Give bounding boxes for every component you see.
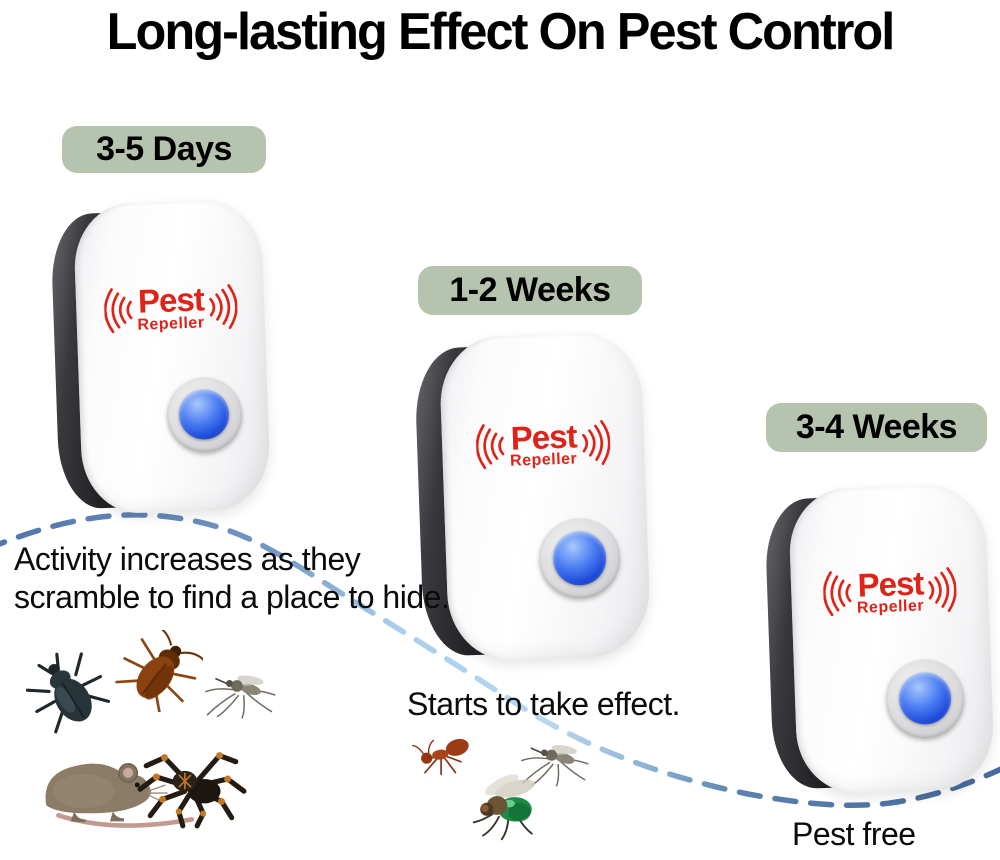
device-face: Pest Repeller: [438, 331, 652, 662]
pest-repeller-logo: Pest Repeller: [441, 415, 645, 474]
mosquito-icon: [202, 660, 277, 722]
tarantula-spider-icon: [136, 728, 248, 830]
logo-text-pest: Pest: [510, 417, 578, 457]
green-bottle-fly-icon: [466, 768, 546, 843]
sound-waves-right-icon: [928, 567, 957, 613]
mosquito-icon: [518, 730, 590, 790]
device-face: Pest Repeller: [72, 198, 272, 515]
sound-waves-left-icon: [823, 571, 852, 617]
stage-2-caption: Starts to take effect.: [407, 686, 681, 722]
sound-waves-left-icon: [476, 424, 505, 470]
page-title: Long-lasting Effect On Pest Control: [106, 3, 896, 61]
sound-waves-right-icon: [581, 420, 611, 466]
pest-repeller-device-3: Pest Repeller: [764, 483, 996, 796]
pest-repeller-logo: Pest Repeller: [791, 562, 989, 621]
led-core: [551, 530, 608, 587]
stage-badge-3-5-days: 3-5 Days: [62, 126, 266, 173]
pest-repeller-device-2: Pest Repeller: [413, 331, 652, 663]
logo-text-pest: Pest: [137, 280, 205, 321]
blue-led-button: [884, 657, 966, 740]
logo-text: Pest Repeller: [856, 564, 925, 618]
sound-waves-right-icon: [208, 283, 238, 329]
rat-icon: [28, 742, 200, 834]
device-face: Pest Repeller: [788, 483, 996, 795]
ant-icon: [410, 733, 474, 778]
black-beetle-icon: [26, 650, 110, 734]
logo-text: Pest Repeller: [509, 417, 578, 471]
led-core: [898, 671, 953, 726]
sound-waves-left-icon: [103, 287, 132, 333]
pest-repeller-device-1: Pest Repeller: [49, 198, 272, 515]
stage-3-caption: Pest free: [792, 816, 916, 852]
logo-text-repeller: Repeller: [856, 597, 925, 618]
logo-text: Pest Repeller: [136, 280, 205, 334]
stage-badge-1-2-weeks: 1-2 Weeks: [418, 266, 642, 315]
blue-led-button: [165, 375, 244, 454]
blue-led-button: [537, 516, 622, 601]
stage-1-caption: Activity increases as they scramble to f…: [14, 541, 450, 615]
stage-badge-3-4-weeks: 3-4 Weeks: [766, 403, 987, 452]
logo-text-pest: Pest: [856, 564, 924, 604]
logo-text-repeller: Repeller: [137, 314, 205, 334]
led-core: [178, 389, 230, 441]
pest-repeller-logo: Pest Repeller: [76, 279, 265, 338]
dashed-curve-path: [0, 512, 1000, 809]
logo-text-repeller: Repeller: [509, 450, 578, 471]
cockroach-icon: [115, 630, 203, 712]
